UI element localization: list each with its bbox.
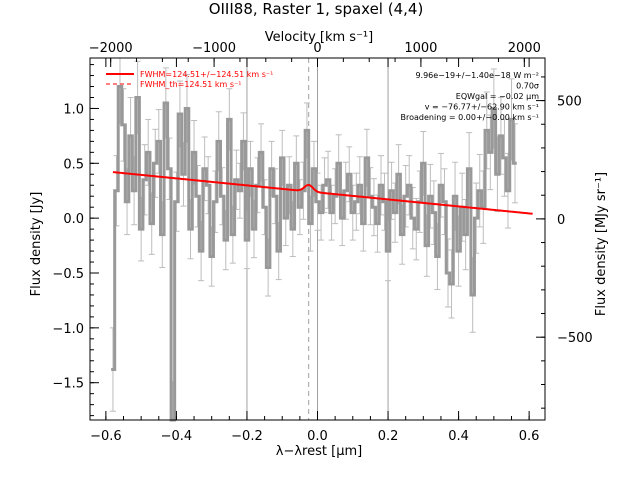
y2-tick-label-0: −500 xyxy=(557,331,593,346)
y-tick-label-1: −1.0 xyxy=(52,322,84,337)
y-tick-label-2: −0.5 xyxy=(52,267,84,282)
x2-tick-label-3: 1000 xyxy=(404,41,437,56)
x2-tick-label-4: 2000 xyxy=(508,41,541,56)
y2-tick-label-1: 0 xyxy=(557,213,565,228)
y2-tick-label-2: 500 xyxy=(557,95,582,110)
x-tick-label-5: 0.4 xyxy=(448,429,469,444)
annotation-2: EQWgal = −0.02 μm xyxy=(456,92,539,101)
x-tick-label-3: 0.0 xyxy=(307,429,328,444)
y-tick-label-4: 0.5 xyxy=(63,157,84,172)
fit-line-th xyxy=(291,184,326,194)
x-tick-label-0: −0.6 xyxy=(90,429,122,444)
axes: −0.6 −0.4 −0.2 0.0 0.2 0.4 0.6 −2000 −1000 0 1000 2… xyxy=(52,41,592,444)
plot-area xyxy=(109,58,533,422)
annotation-0: 9.96e−19+/−1.40e−18 W m⁻² xyxy=(415,71,539,80)
x2-tick-label-0: −2000 xyxy=(89,41,133,56)
annotation-3: v = −76.77+/−62.90 km s⁻¹ xyxy=(425,103,539,112)
legend-label-1: FWHM_th=124.51 km s⁻¹ xyxy=(140,80,241,89)
annotation-1: 0.70σ xyxy=(516,82,539,91)
y-tick-label-5: 1.0 xyxy=(63,102,84,117)
legend-label-0: FWHM=124.51+/−124.51 km s⁻¹ xyxy=(140,70,273,79)
y-axis-title: Flux density [Jy] xyxy=(29,192,44,297)
x-tick-label-4: 0.2 xyxy=(378,429,399,444)
x-tick-label-6: 0.6 xyxy=(519,429,540,444)
x-tick-label-2: −0.2 xyxy=(231,429,263,444)
y-tick-label-3: 0.0 xyxy=(63,212,84,227)
chart-title: OIII88, Raster 1, spaxel (4,4) xyxy=(209,0,424,18)
x2-tick-label-1: −1000 xyxy=(192,41,236,56)
y-tick-label-0: −1.5 xyxy=(52,377,84,392)
legend: FWHM=124.51+/−124.51 km s⁻¹FWHM_th=124.5… xyxy=(106,70,273,89)
annotation-4: Broadening = 0.00+/−0.00 km s⁻¹ xyxy=(401,113,539,122)
x2-axis-title: Velocity [km s⁻¹] xyxy=(265,30,373,45)
x-axis-title: λ−λrest [μm] xyxy=(276,444,362,459)
x-tick-label-1: −0.4 xyxy=(161,429,193,444)
y2-axis-title: Flux density [MJy sr⁻¹] xyxy=(594,172,609,316)
x2-tick-label-2: 0 xyxy=(313,41,321,56)
spectrum-step-line xyxy=(111,85,517,422)
